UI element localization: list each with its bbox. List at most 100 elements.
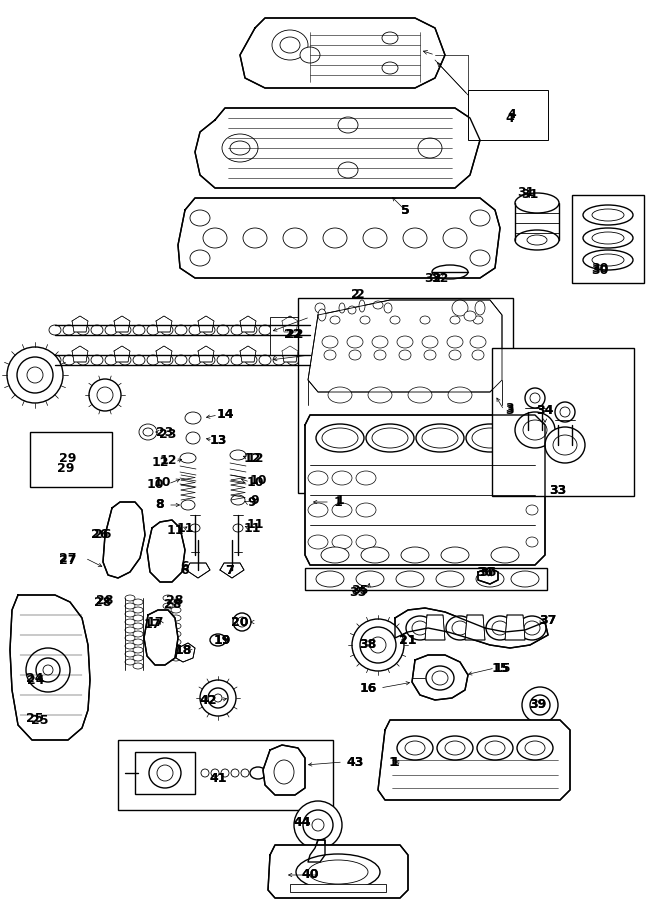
Ellipse shape: [449, 350, 461, 360]
Text: 26: 26: [91, 528, 109, 542]
Text: 6: 6: [180, 563, 190, 577]
Ellipse shape: [473, 316, 483, 324]
Text: 29: 29: [57, 462, 75, 474]
Text: 39: 39: [529, 698, 546, 712]
Ellipse shape: [316, 424, 364, 452]
Polygon shape: [240, 316, 256, 332]
Text: 3: 3: [506, 401, 514, 415]
Ellipse shape: [530, 695, 550, 715]
Text: 32: 32: [431, 272, 449, 284]
Ellipse shape: [231, 325, 243, 335]
Ellipse shape: [231, 495, 245, 505]
Ellipse shape: [133, 647, 143, 653]
Ellipse shape: [97, 387, 113, 403]
Polygon shape: [114, 346, 130, 362]
Ellipse shape: [296, 854, 380, 890]
Ellipse shape: [283, 228, 307, 248]
Bar: [305, 568, 547, 590]
Ellipse shape: [26, 648, 70, 692]
Ellipse shape: [139, 424, 157, 440]
Ellipse shape: [287, 325, 299, 335]
Ellipse shape: [171, 599, 181, 605]
Ellipse shape: [436, 571, 464, 587]
Ellipse shape: [470, 250, 490, 266]
Polygon shape: [282, 346, 298, 362]
Ellipse shape: [125, 611, 135, 617]
Ellipse shape: [328, 387, 352, 403]
Ellipse shape: [349, 350, 361, 360]
Ellipse shape: [472, 428, 508, 448]
Ellipse shape: [231, 769, 239, 777]
Ellipse shape: [221, 769, 229, 777]
Text: 1: 1: [336, 493, 344, 507]
Ellipse shape: [347, 336, 363, 348]
Bar: [572, 195, 644, 283]
Text: 10: 10: [154, 475, 171, 489]
Text: 27: 27: [59, 552, 77, 564]
Polygon shape: [198, 346, 214, 362]
Ellipse shape: [486, 616, 514, 640]
Ellipse shape: [105, 355, 117, 365]
Bar: [468, 90, 548, 140]
Ellipse shape: [370, 637, 386, 653]
Polygon shape: [156, 346, 172, 362]
Ellipse shape: [49, 325, 61, 335]
Text: 35: 35: [349, 586, 367, 598]
Text: 37: 37: [539, 614, 557, 626]
Ellipse shape: [384, 303, 392, 313]
Text: 6: 6: [180, 561, 190, 573]
Text: 33: 33: [549, 483, 567, 497]
Polygon shape: [378, 720, 570, 800]
Text: 5: 5: [401, 203, 409, 217]
Text: 25: 25: [31, 714, 49, 726]
Ellipse shape: [416, 424, 464, 452]
Ellipse shape: [583, 228, 633, 248]
Text: 28: 28: [167, 593, 184, 607]
Polygon shape: [178, 198, 500, 278]
Ellipse shape: [185, 412, 201, 424]
Ellipse shape: [303, 810, 333, 840]
Text: 22: 22: [284, 328, 302, 341]
Polygon shape: [282, 316, 298, 332]
Text: 10: 10: [146, 478, 164, 491]
Ellipse shape: [322, 336, 338, 348]
Ellipse shape: [323, 228, 347, 248]
Ellipse shape: [545, 427, 585, 463]
Ellipse shape: [171, 655, 181, 661]
Text: 30: 30: [591, 264, 609, 276]
Ellipse shape: [472, 350, 484, 360]
Ellipse shape: [259, 355, 271, 365]
Text: 34: 34: [537, 403, 554, 417]
Text: 16: 16: [359, 681, 377, 695]
Ellipse shape: [125, 651, 135, 657]
Ellipse shape: [233, 524, 243, 532]
Ellipse shape: [348, 306, 356, 314]
Ellipse shape: [338, 162, 358, 178]
Polygon shape: [114, 316, 130, 332]
Ellipse shape: [339, 303, 345, 313]
Ellipse shape: [125, 619, 135, 625]
Ellipse shape: [233, 613, 251, 631]
Ellipse shape: [180, 453, 196, 463]
Polygon shape: [144, 610, 178, 665]
Text: 26: 26: [94, 528, 112, 542]
Text: 7: 7: [226, 563, 234, 577]
Text: 2: 2: [350, 289, 359, 302]
Ellipse shape: [133, 325, 145, 335]
Ellipse shape: [105, 325, 117, 335]
Ellipse shape: [133, 655, 143, 661]
Ellipse shape: [363, 228, 387, 248]
Ellipse shape: [524, 621, 540, 635]
Text: 22: 22: [286, 328, 304, 341]
Ellipse shape: [360, 316, 370, 324]
Text: 15: 15: [493, 662, 511, 674]
Text: 2: 2: [356, 289, 364, 302]
Ellipse shape: [492, 621, 508, 635]
Text: 35: 35: [352, 583, 369, 597]
Ellipse shape: [163, 651, 173, 657]
Ellipse shape: [330, 316, 340, 324]
Ellipse shape: [406, 616, 434, 640]
Text: 12: 12: [243, 452, 260, 464]
Ellipse shape: [161, 325, 173, 335]
Polygon shape: [72, 346, 88, 362]
